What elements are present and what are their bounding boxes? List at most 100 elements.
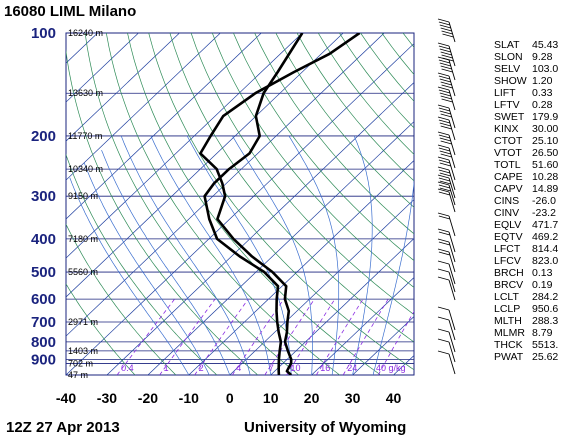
wind-barbs [437, 18, 456, 375]
dry-adiabat-340 [190, 33, 414, 315]
isotherm--20 [147, 121, 414, 375]
temperature-tick-label: -10 [179, 390, 199, 406]
isotherm--50 [66, 33, 385, 337]
index-value: 14.89 [532, 183, 558, 195]
index-value: 0.19 [532, 279, 553, 291]
wind-barb [437, 248, 456, 273]
index-value: -23.2 [532, 207, 556, 219]
pressure-label: 900 [31, 351, 56, 368]
index-value: 30.00 [532, 123, 558, 135]
wind-barb [437, 72, 456, 97]
height-label: 9150 m [68, 191, 98, 201]
mixing-ratio-24 [342, 298, 389, 375]
index-value: 284.2 [532, 291, 558, 303]
isotherm--110 [66, 33, 139, 103]
wind-barb [437, 86, 456, 111]
index-name: EQTV [494, 231, 523, 243]
mixing-ratio-label: 0.4 [121, 363, 134, 373]
wind-barb [437, 116, 456, 141]
wind-barb [437, 156, 456, 181]
wind-barb [437, 131, 456, 156]
mixing-ratio-label: 40 g/kg [376, 363, 406, 373]
isotherm--90 [66, 33, 221, 181]
isotherm--70 [66, 33, 303, 259]
footer-time: 12Z 27 Apr 2013 [6, 419, 120, 436]
dry-adiabat-360 [233, 33, 414, 262]
isotherm-10 [270, 238, 414, 375]
index-value: 0.13 [532, 267, 553, 279]
wind-barb [437, 268, 456, 293]
height-label: 11770 m [68, 131, 102, 141]
index-name: BRCH [494, 267, 524, 279]
mixing-ratio-label: 16 [320, 363, 330, 373]
wind-barb [437, 18, 456, 43]
index-value: 0.28 [532, 99, 553, 111]
index-name: SLAT [494, 39, 520, 51]
dry-adiabat-350 [211, 33, 414, 288]
index-value: 5513. [532, 339, 558, 351]
dry-adiabat-300 [105, 33, 340, 375]
pressure-label: 400 [31, 231, 56, 248]
mixing-ratio-4 [231, 298, 285, 375]
index-name: KINX [494, 123, 519, 135]
index-name: CINS [494, 195, 519, 207]
moist-adiabat-20 [232, 135, 313, 375]
height-label: 7180 m [68, 234, 98, 244]
temperature-tick-label: 0 [226, 390, 234, 406]
mixing-ratio-label: 24 [347, 363, 357, 373]
grid-layer [66, 33, 414, 375]
mixing-ratio-10 [286, 298, 336, 375]
temperature-tick-label: 10 [263, 390, 279, 406]
height-label: 47 m [68, 370, 88, 380]
index-value: 25.10 [532, 135, 558, 147]
mixing-ratio-40 [377, 310, 414, 375]
index-name: CAPE [494, 171, 523, 183]
index-value: 950.6 [532, 303, 558, 315]
temperature-tick-label: -20 [138, 390, 158, 406]
moist-adiabat--10 [69, 177, 190, 375]
isotherm--80 [66, 33, 262, 220]
height-label: 2971 m [68, 317, 98, 327]
dry-adiabat-310 [127, 33, 381, 375]
index-value: 25.62 [532, 351, 558, 363]
index-value: 469.2 [532, 231, 558, 243]
isotherm--100 [66, 33, 180, 142]
moist-adiabat-10 [150, 135, 272, 375]
isotherm-20 [311, 276, 414, 375]
index-name: LIFT [494, 87, 516, 99]
index-name: CTOT [494, 135, 523, 147]
pressure-label: 700 [31, 314, 56, 331]
temperature-tick-label: 20 [304, 390, 320, 406]
index-name: CINV [494, 207, 519, 219]
index-value: 814.4 [532, 243, 558, 255]
index-name: LFCT [494, 243, 521, 255]
wind-barb [437, 338, 456, 363]
wind-barb [437, 276, 456, 301]
index-value: 471.7 [532, 219, 558, 231]
profile-line-0 [199, 33, 361, 375]
mixing-ratio-label: 7 [269, 363, 274, 373]
index-value: 9.28 [532, 51, 553, 63]
index-value: 288.3 [532, 315, 558, 327]
height-label: 10340 m [68, 164, 103, 174]
index-name: SWET [494, 111, 525, 123]
wind-barb [437, 56, 456, 81]
mixing-ratio-label: 10 [291, 363, 301, 373]
index-name: MLTH [494, 315, 522, 327]
index-value: 8.79 [532, 327, 553, 339]
index-name: SELV [494, 63, 520, 75]
wind-barb [437, 188, 456, 213]
mixing-ratio-2 [194, 298, 249, 375]
wind-barb [437, 328, 456, 353]
moist-adiabat-35 [372, 178, 414, 375]
temperature-tick-label: -30 [97, 390, 117, 406]
index-value: 823.0 [532, 255, 558, 267]
temperature-tick-label: -40 [56, 390, 76, 406]
moist-adiabat-0 [101, 149, 231, 375]
index-name: TOTL [494, 159, 521, 171]
pressure-label: 100 [31, 25, 56, 42]
height-label: 5560 m [68, 267, 98, 277]
index-name: LCLT [494, 291, 519, 303]
index-name: LFCV [494, 255, 521, 267]
wind-barb [437, 316, 456, 341]
